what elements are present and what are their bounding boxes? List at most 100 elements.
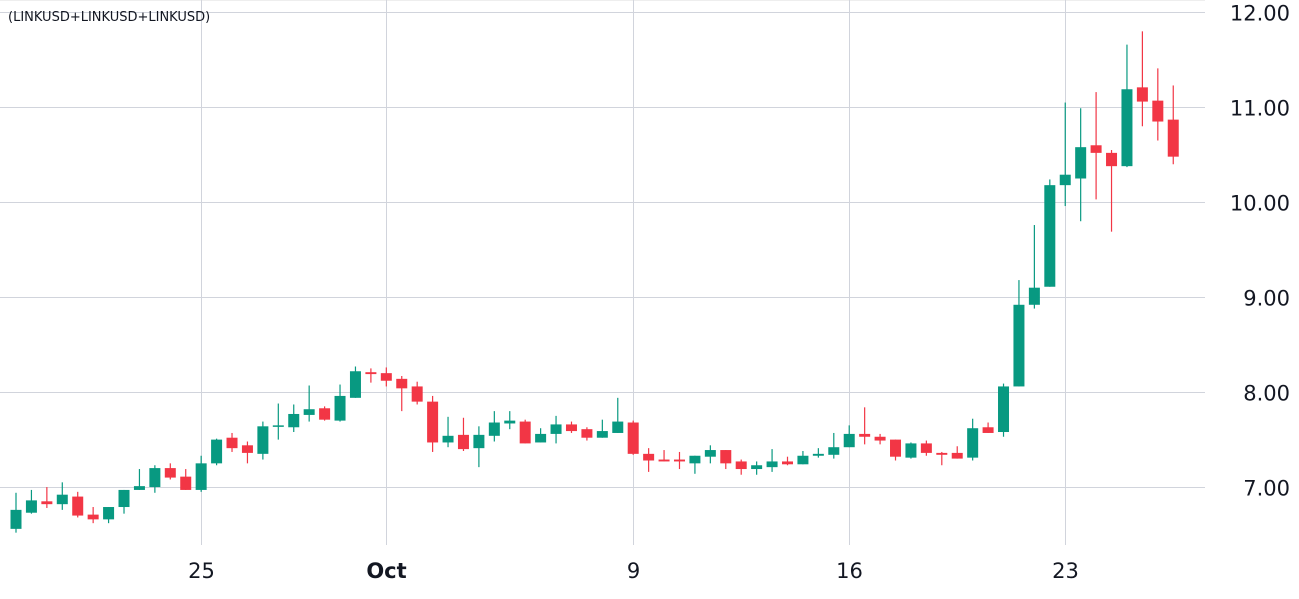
candle-body [782,461,793,465]
candle-down [720,450,732,470]
candle-body [396,378,408,389]
candle-body [288,413,300,428]
candle-up [257,421,269,460]
candle-up [704,445,716,464]
candle-body [103,507,115,520]
candle-up [1059,102,1071,207]
candle-body [319,408,331,420]
candle-down [859,407,871,445]
candle-up [905,442,917,459]
series-label: (LINKUSD+LINKUSD+LINKUSD) [8,10,211,25]
candle-down [658,450,670,462]
candle-body [859,433,871,437]
candle-down [457,417,469,452]
candle-body [627,422,639,454]
candle-body [442,435,454,443]
candle-body [411,386,423,402]
candle-down [936,451,948,466]
candle-body [41,501,53,505]
candle-up [689,455,701,474]
y-tick-label: 12.00 [1230,2,1290,26]
candle-body [689,455,701,464]
candle-body [843,433,855,448]
grid [0,0,1205,545]
candle-body [550,424,562,434]
candle-body [365,372,377,375]
candle-up [488,411,500,442]
candle-body [519,421,531,444]
candle-body [797,455,809,465]
candle-down [982,422,994,433]
y-tick-label: 7.00 [1243,477,1290,501]
y-tick-label: 8.00 [1243,382,1290,406]
candle-up [998,383,1010,437]
candle-body [581,429,593,438]
price-axis[interactable]: 7.00 8.00 9.00 10.00 11.00 12.00 [1230,2,1290,501]
candle-up [1044,179,1056,287]
candle-body [349,371,361,398]
candle-body [1152,100,1164,122]
candle-up [133,469,145,490]
x-tick-label: 23 [1052,559,1079,583]
x-tick-label: 9 [627,559,640,583]
candle-body [380,373,392,381]
candle-down [1136,31,1148,127]
candle-up [828,432,840,459]
candle-body [1136,87,1148,102]
candle-up [967,418,979,461]
candle-down [319,406,331,421]
candle-down [735,459,747,475]
candle-up [211,438,223,466]
candle-body [257,426,269,454]
candle-body [596,431,608,438]
candle-body [211,439,223,464]
candle-up [56,482,68,510]
candle-down [1090,92,1102,200]
candle-down [1167,85,1179,165]
candle-up [843,425,855,448]
candle-body [118,489,130,508]
candle-body [720,450,732,464]
candle-body [334,395,346,421]
candle-down [874,433,886,445]
candle-up [550,415,562,444]
candle-body [967,428,979,458]
candle-down [164,463,176,480]
candle-up [288,404,300,433]
candle-body [180,476,192,490]
candle-body [1044,185,1056,287]
candle-down [519,419,531,444]
candle-body [890,439,902,457]
candle-body [1090,145,1102,153]
candle-body [488,422,500,436]
candle-body [643,453,655,461]
candle-down [1152,68,1164,141]
candle-body [195,463,207,490]
candle-up [25,489,37,514]
y-tick-label: 10.00 [1230,192,1290,216]
candle-body [735,461,747,470]
candle-down [427,395,439,452]
candle-down [565,421,577,433]
candle-up [118,489,130,514]
candle-body [226,437,238,449]
candle-body [658,459,670,462]
x-tick-label: 16 [836,559,863,583]
candles [10,31,1179,533]
candle-body [673,459,685,462]
time-axis[interactable]: 25 Oct 9 16 23 [188,559,1079,583]
candle-up [10,492,22,533]
candle-down [180,469,192,490]
candle-up [103,507,115,524]
candle-up [797,451,809,465]
candle-up [149,465,161,493]
candle-up [195,455,207,492]
candle-body [149,468,161,488]
candle-body [1059,174,1071,186]
x-tick-label: Oct [366,559,406,583]
candle-up [473,426,485,468]
candle-body [998,386,1010,433]
candle-down [72,491,84,518]
candle-body [812,453,824,456]
